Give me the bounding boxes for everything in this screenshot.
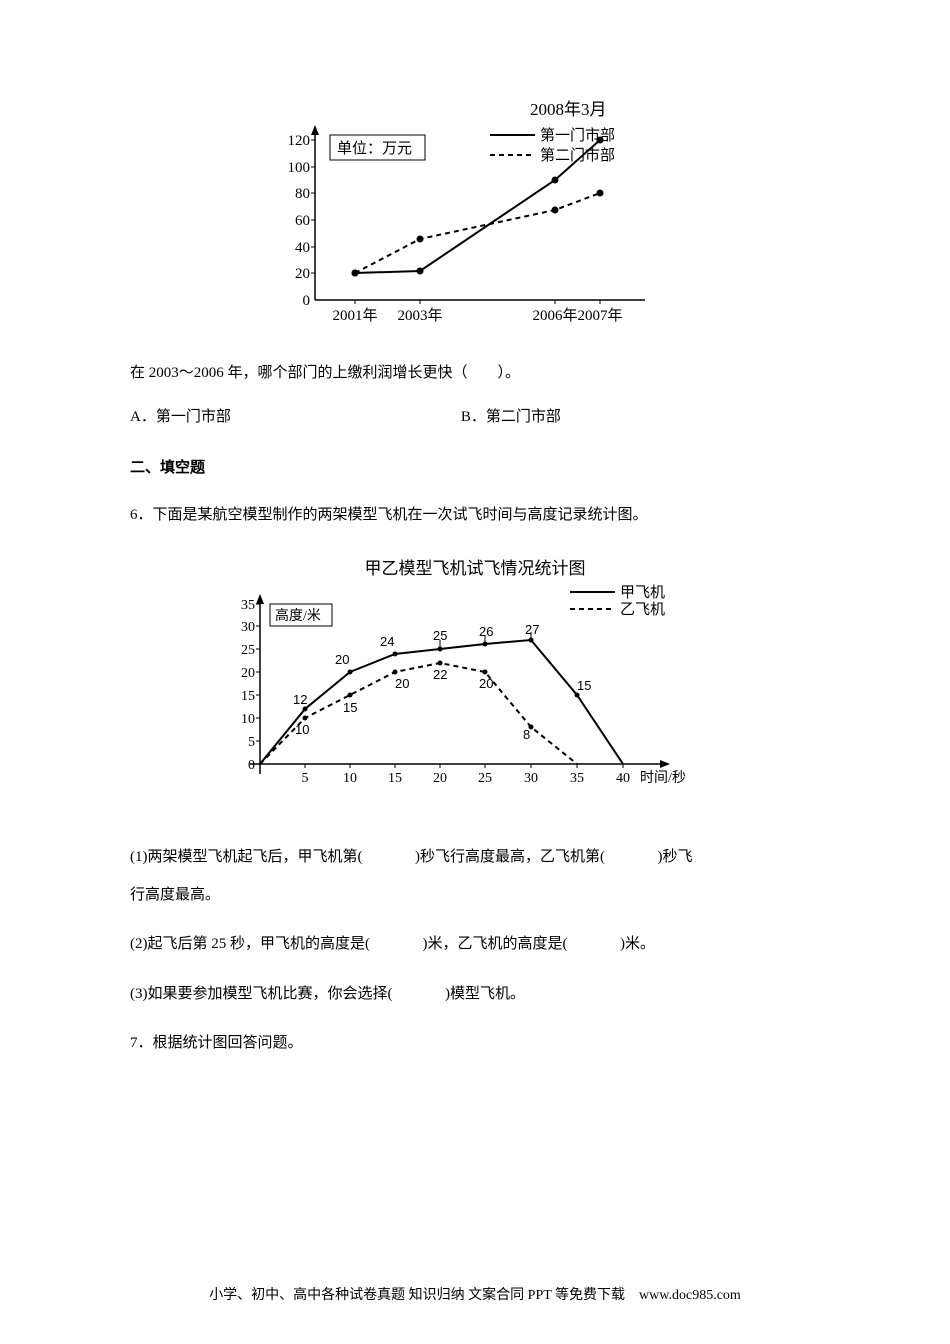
q6-1-c: )秒飞 — [658, 849, 693, 865]
svg-text:30: 30 — [241, 620, 255, 635]
svg-text:60: 60 — [295, 213, 310, 229]
svg-text:25: 25 — [241, 643, 255, 658]
svg-text:35: 35 — [570, 771, 584, 786]
svg-text:2003年: 2003年 — [397, 307, 442, 324]
svg-text:20: 20 — [479, 676, 493, 691]
option-b: B．第二门市部 — [461, 405, 561, 426]
q6-1-d: 行高度最高。 — [130, 887, 220, 903]
q6-2: (2)起飞后第 25 秒，甲飞机的高度是( )米，乙飞机的高度是( )米。 — [130, 926, 820, 964]
chart2-title: 甲乙模型飞机试飞情况统计图 — [130, 554, 820, 579]
svg-text:40: 40 — [616, 771, 630, 786]
chart1-question: 在 2003～2006 年，哪个部门的上缴利润增长更快（ ）。 — [130, 355, 820, 393]
svg-text:26: 26 — [479, 624, 493, 639]
q6-3-b: )模型飞机。 — [445, 986, 525, 1002]
q6-2-b: )米，乙飞机的高度是( — [423, 936, 568, 952]
chart2-ylabel: 高度/米 — [275, 607, 321, 624]
chart2-legend2: 乙飞机 — [620, 601, 665, 618]
svg-text:40: 40 — [295, 240, 310, 256]
svg-text:8: 8 — [523, 727, 530, 742]
svg-text:100: 100 — [288, 160, 311, 176]
svg-text:15: 15 — [388, 771, 402, 786]
svg-text:35: 35 — [241, 598, 255, 613]
page-content: 0 20 40 60 80 100 120 单位：万元 2008年3月 第一 — [0, 0, 950, 1063]
svg-text:0: 0 — [303, 293, 311, 309]
svg-text:22: 22 — [433, 667, 447, 682]
chart1-svg: 0 20 40 60 80 100 120 单位：万元 2008年3月 第一 — [275, 100, 675, 330]
svg-text:2006年: 2006年 — [532, 307, 577, 324]
svg-text:15: 15 — [577, 678, 591, 693]
chart2-xlabel: 时间/秒 — [640, 770, 686, 786]
svg-text:10: 10 — [241, 712, 255, 727]
svg-text:80: 80 — [295, 186, 310, 202]
svg-text:15: 15 — [343, 700, 357, 715]
chart1-ylabel: 单位：万元 — [337, 140, 412, 157]
svg-text:15: 15 — [241, 689, 255, 704]
svg-text:20: 20 — [395, 676, 409, 691]
svg-text:12: 12 — [293, 692, 307, 707]
question-7: 7．根据统计图回答问题。 — [130, 1025, 820, 1063]
svg-text:20: 20 — [433, 771, 447, 786]
chart1-title: 2008年3月 — [530, 100, 607, 119]
q6-3: (3)如果要参加模型飞机比赛，你会选择( )模型飞机。 — [130, 976, 820, 1014]
chart1-container: 0 20 40 60 80 100 120 单位：万元 2008年3月 第一 — [275, 100, 675, 335]
svg-text:5: 5 — [302, 771, 309, 786]
chart2-legend1: 甲飞机 — [620, 584, 665, 601]
q6-1-b: )秒飞行高度最高，乙飞机第( — [415, 849, 605, 865]
svg-text:120: 120 — [288, 133, 311, 149]
section-2-title: 二、填空题 — [130, 456, 820, 477]
option-a: A．第一门市部 — [130, 405, 231, 426]
svg-text:10: 10 — [343, 771, 357, 786]
chart2-container: 甲飞机 乙飞机 高度/米 0 5 10 15 20 25 30 35 — [235, 584, 715, 809]
svg-text:20: 20 — [295, 266, 310, 282]
svg-text:5: 5 — [248, 735, 255, 750]
svg-text:25: 25 — [478, 771, 492, 786]
options-row: A．第一门市部 B．第二门市部 — [130, 405, 820, 426]
q6-1-a: (1)两架模型飞机起飞后，甲飞机第( — [130, 849, 363, 865]
svg-text:2001年: 2001年 — [332, 307, 377, 324]
svg-text:24: 24 — [380, 634, 394, 649]
question-6: 6．下面是某航空模型制作的两架模型飞机在一次试飞时间与高度记录统计图。 — [130, 497, 820, 535]
svg-text:30: 30 — [524, 771, 538, 786]
chart2-svg: 甲飞机 乙飞机 高度/米 0 5 10 15 20 25 30 35 — [235, 584, 715, 804]
svg-text:0: 0 — [248, 758, 255, 773]
svg-text:10: 10 — [295, 722, 309, 737]
q6-2-a: (2)起飞后第 25 秒，甲飞机的高度是( — [130, 936, 370, 952]
svg-text:20: 20 — [335, 652, 349, 667]
q6-3-a: (3)如果要参加模型飞机比赛，你会选择( — [130, 986, 393, 1002]
q6-1: (1)两架模型飞机起飞后，甲飞机第( )秒飞行高度最高，乙飞机第( )秒飞 行高… — [130, 839, 820, 914]
q6-2-c: )米。 — [620, 936, 655, 952]
chart1-legend1: 第一门市部 — [540, 126, 615, 144]
svg-text:27: 27 — [525, 622, 539, 637]
svg-text:2007年: 2007年 — [577, 307, 622, 324]
page-footer: 小学、初中、高中各种试卷真题 知识归纳 文案合同 PPT 等免费下载 www.d… — [0, 1284, 950, 1304]
svg-text:20: 20 — [241, 666, 255, 681]
